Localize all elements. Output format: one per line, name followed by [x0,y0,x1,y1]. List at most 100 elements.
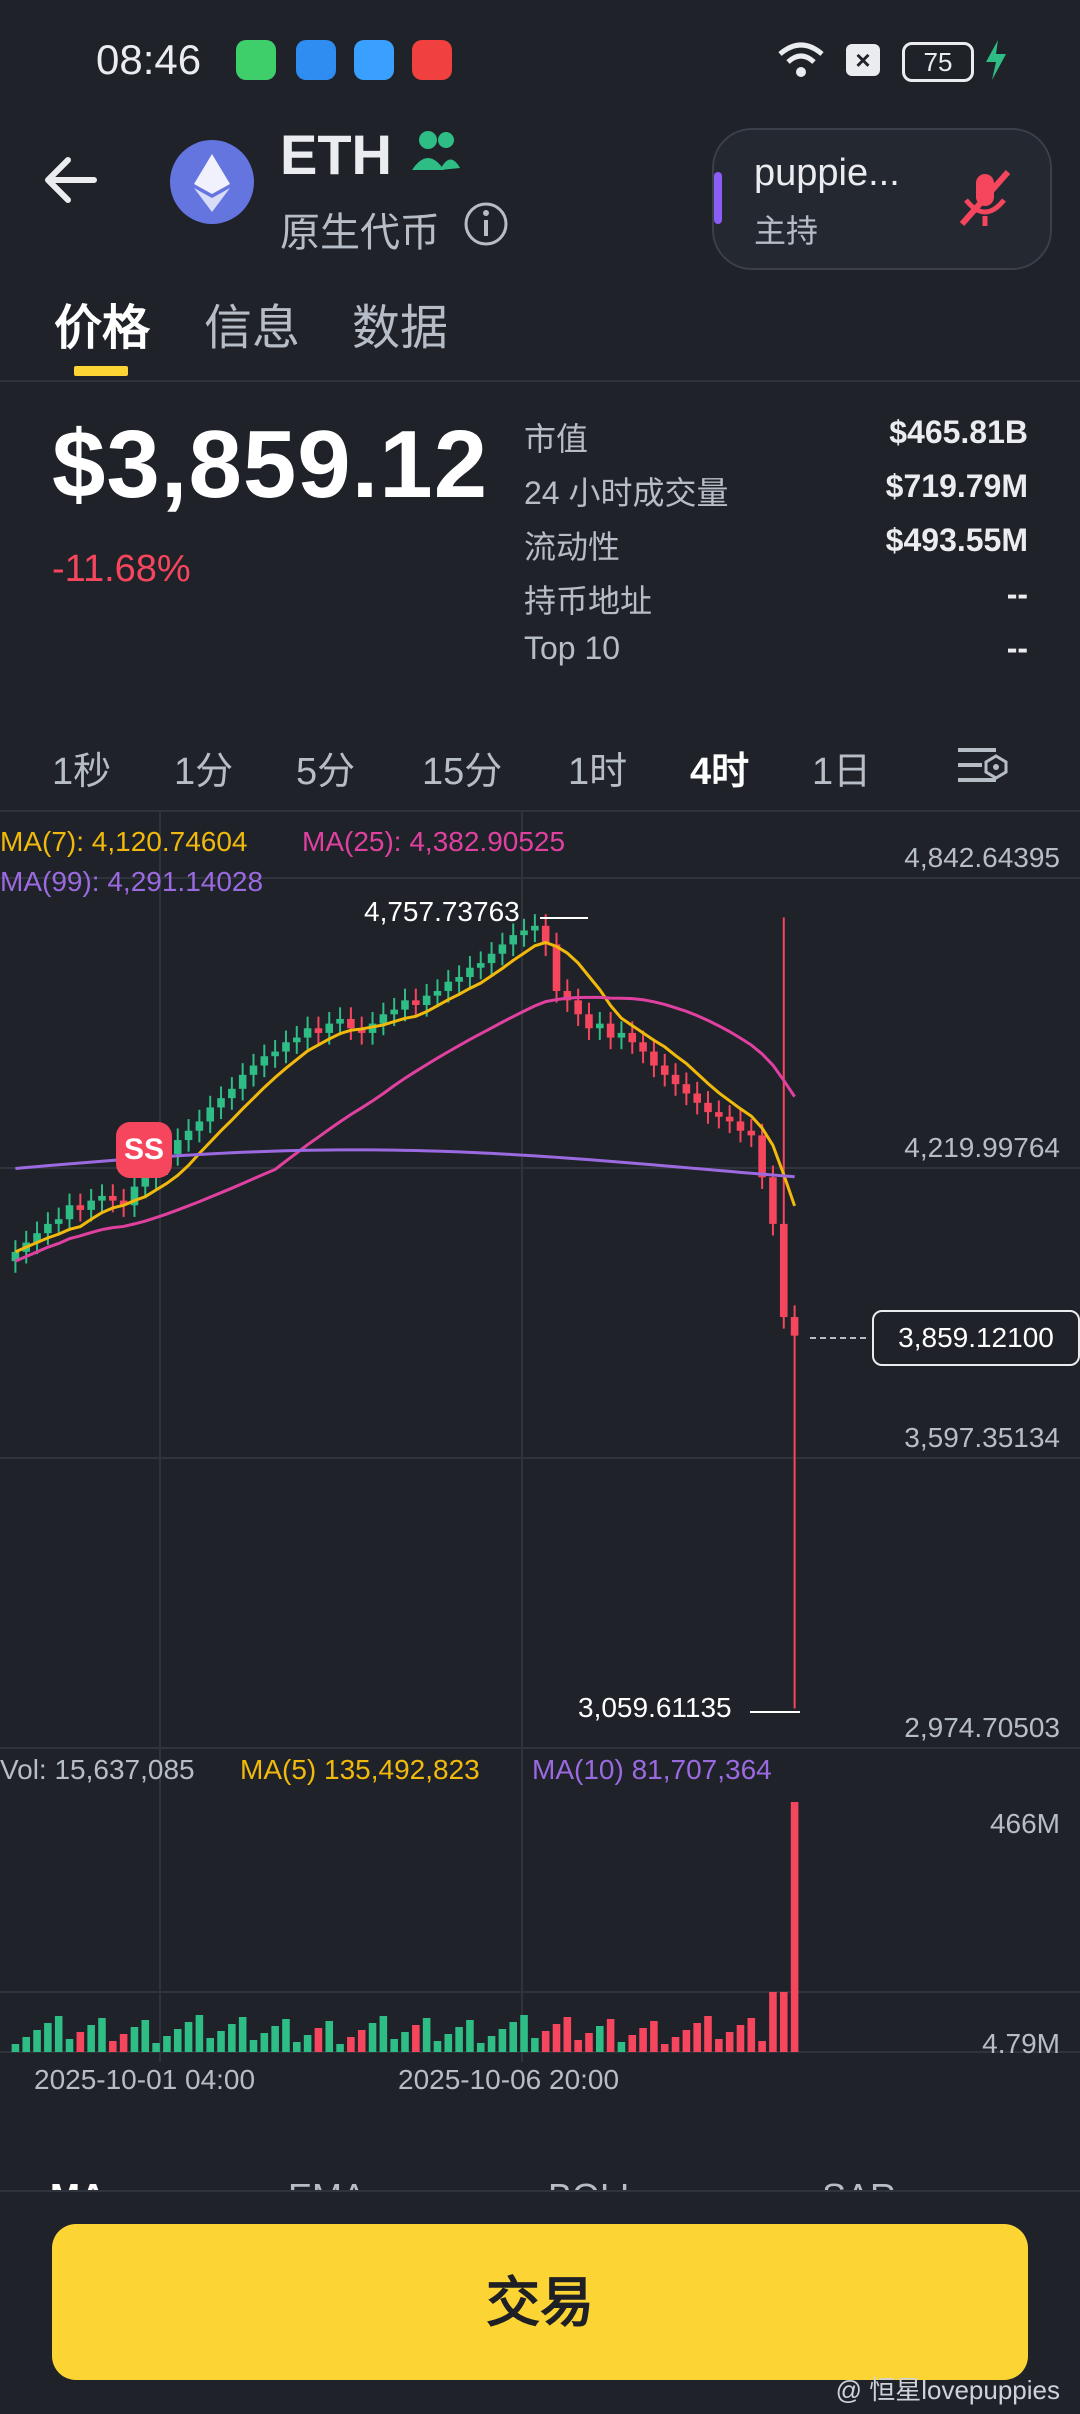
candle-body [401,1000,409,1010]
volume-bar [347,2037,355,2052]
volume-bar [541,2031,550,2052]
live-host-card[interactable]: puppie... 主持 [712,128,1052,270]
low-price-label: 3,059.61135 [578,1692,732,1723]
back-arrow-icon [45,157,97,203]
candle-body [33,1233,41,1243]
date-axis-label: 2025-10-06 20:00 [398,2064,620,2095]
candle-body [173,1140,182,1155]
candle-body [509,935,518,945]
candle-body [552,944,561,992]
volume-bar [109,2041,117,2052]
candle-body [11,1251,20,1262]
volume-bar [33,2030,41,2052]
candle-body [65,1205,74,1220]
trade-button[interactable]: 交易 [52,2224,1028,2380]
ss-marker-icon[interactable]: SS [116,1122,172,1178]
volume-bar [390,2039,398,2052]
interval-5m[interactable]: 5分 [296,751,356,793]
tab-data[interactable]: 数据 [352,302,449,355]
price-axis-label: 4,219.99764 [904,1132,1060,1163]
tab-info[interactable]: 信息 [204,302,301,355]
volume-bar [336,2044,344,2052]
candle-body [628,1032,637,1043]
candle-body [617,1032,626,1038]
back-button[interactable] [40,150,100,218]
volume-bar [585,2033,593,2052]
candle-body [715,1112,723,1117]
volume-bar [596,2026,604,2052]
candle-body [54,1219,63,1224]
mic-muted-icon[interactable] [950,164,1020,234]
candle-body [693,1093,701,1103]
volume-bar [44,2023,52,2052]
price-chart[interactable]: MA(7): 4,120.74604 MA(25): 4,382.90525 M… [0,810,1080,2095]
active-tab-indicator [74,366,128,376]
candlestick-chart[interactable] [0,812,1080,2062]
candle-body [531,925,539,931]
volume-bar [769,1992,777,2052]
candle-body [130,1186,139,1206]
interval-1h[interactable]: 1时 [568,751,628,793]
candle-body [87,1200,95,1210]
status-bar: 08:46 × 75 [0,0,1080,120]
volume-bar [357,2030,366,2052]
interval-1d[interactable]: 1日 [812,751,872,793]
current-price: $3,859.12 [52,411,489,518]
candle-body [758,1135,766,1178]
price-axis-label: 4,842.64395 [904,842,1060,873]
volume-bar [130,2027,139,2052]
interval-1s[interactable]: 1秒 [52,751,112,793]
candle-body [660,1065,669,1075]
volume-bar [455,2027,463,2052]
tab-price[interactable]: 价格 [54,302,151,355]
volume-bar [119,2034,128,2052]
interval-1m[interactable]: 1分 [174,751,234,793]
watermark: @ 恒星lovepuppies [835,2375,1060,2405]
volume-bar [758,2041,766,2052]
candle-body [314,1028,323,1033]
candle-body [769,1177,777,1224]
interval-15m[interactable]: 15分 [422,751,503,793]
candle-body [466,967,474,978]
info-icon[interactable] [462,200,510,248]
volume-bar [639,2028,647,2052]
volume-bar [747,2018,756,2052]
weather-notification-icon [354,40,394,80]
volume-bar [704,2016,712,2052]
volume-axis-label: 4.79M [982,2028,1060,2059]
volume-bar [325,2021,334,2052]
volume-ma5-label: MA(5) 135,492,823 [240,1754,480,1785]
weibo-notification-icon [412,40,452,80]
volume-bar [531,2038,539,2052]
volume-bar [693,2023,701,2052]
stat-value-volume: $719.79M [885,468,1028,504]
volume-bar [628,2035,637,2052]
volume-bar [650,2021,658,2052]
stat-value-market-cap: $465.81B [889,414,1028,450]
volume-bar [790,1802,799,2052]
interval-4h[interactable]: 4时 [690,751,750,793]
candle-body [141,1177,150,1187]
candle-body [228,1088,236,1099]
stat-label-top10: Top 10 [524,630,621,666]
stat-label-holders: 持币地址 [524,583,653,619]
volume-bar [476,2043,485,2052]
battery-indicator: 75 [902,42,974,82]
price-change: -11.68% [52,548,191,590]
volume-bar [715,2039,723,2052]
candle-body [487,953,496,964]
ma25-label: MA(25): 4,382.90525 [302,826,566,857]
candle-body [704,1102,712,1113]
candle-body [671,1074,680,1085]
community-icon[interactable] [410,128,460,174]
candle-body [574,1000,582,1015]
host-role: 主持 [754,213,819,249]
token-subtitle: 原生代币 [280,211,440,255]
candle-body [476,963,485,968]
candle-body [282,1042,290,1052]
candle-body [639,1042,647,1052]
candle-body [779,1223,788,1318]
chart-settings-icon[interactable] [956,740,1010,790]
volume-bar [271,2026,279,2052]
stat-label-volume: 24 小时成交量 [524,475,729,511]
